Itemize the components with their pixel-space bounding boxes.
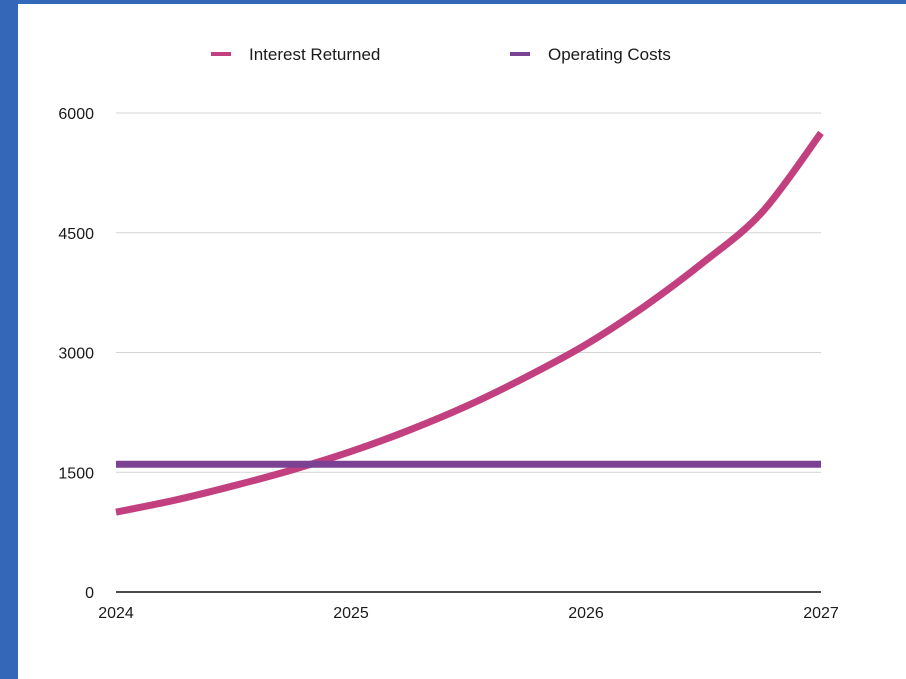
x-tick-label: 2027 xyxy=(803,605,839,622)
line-chart: 0 1500 3000 4500 6000 2024 2025 2026 2027 Intere… xyxy=(58,45,838,622)
axes: 0 1500 3000 4500 6000 2024 2025 2026 2027 xyxy=(58,106,838,622)
y-tick-label: 6000 xyxy=(58,106,94,123)
y-tick-label: 3000 xyxy=(58,346,94,363)
y-tick-label: 0 xyxy=(85,585,94,602)
legend-label: Interest Returned xyxy=(249,45,380,64)
x-tick-label: 2025 xyxy=(333,605,369,622)
legend-label: Operating Costs xyxy=(548,45,671,64)
gridlines xyxy=(116,112,821,473)
y-tick-label: 1500 xyxy=(58,465,94,482)
chart-panel: 0 1500 3000 4500 6000 2024 2025 2026 2027 Intere… xyxy=(18,4,906,679)
series-lines xyxy=(115,130,824,516)
x-tick-label: 2026 xyxy=(568,605,604,622)
y-tick-label: 4500 xyxy=(58,226,94,243)
series-line-interest-returned xyxy=(115,130,824,516)
x-tick-label: 2024 xyxy=(98,605,134,622)
legend: Interest Returned Operating Costs xyxy=(211,45,671,64)
